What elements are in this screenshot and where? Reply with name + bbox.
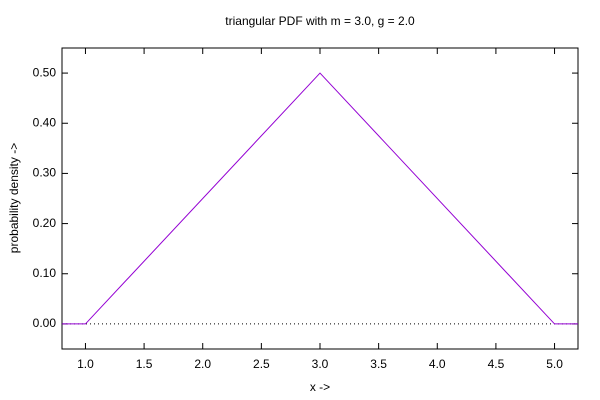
y-axis-label: probability density -> [7, 143, 21, 253]
y-tick-label: 0.30 [33, 166, 57, 180]
x-tick-label: 4.5 [488, 357, 505, 371]
chart-title: triangular PDF with m = 3.0, g = 2.0 [225, 14, 415, 28]
x-tick-label: 3.0 [312, 357, 329, 371]
plot-frame [61, 47, 579, 350]
y-tick-label: 0.40 [33, 115, 57, 129]
x-axis-label: x -> [310, 380, 330, 394]
x-tick-label: 5.0 [546, 357, 563, 371]
x-tick-label: 1.5 [136, 357, 153, 371]
x-tick-label: 2.0 [194, 357, 211, 371]
x-tick-label: 4.0 [429, 357, 446, 371]
y-tick-label: 0.50 [33, 65, 57, 79]
y-tick-label: 0.00 [33, 316, 57, 330]
data-line [62, 72, 578, 325]
y-tick-label: 0.20 [33, 216, 57, 230]
x-tick-label: 3.5 [370, 357, 387, 371]
x-tick-label: 1.0 [77, 357, 94, 371]
y-tick-label: 0.10 [33, 266, 57, 280]
x-tick-label: 2.5 [253, 357, 270, 371]
